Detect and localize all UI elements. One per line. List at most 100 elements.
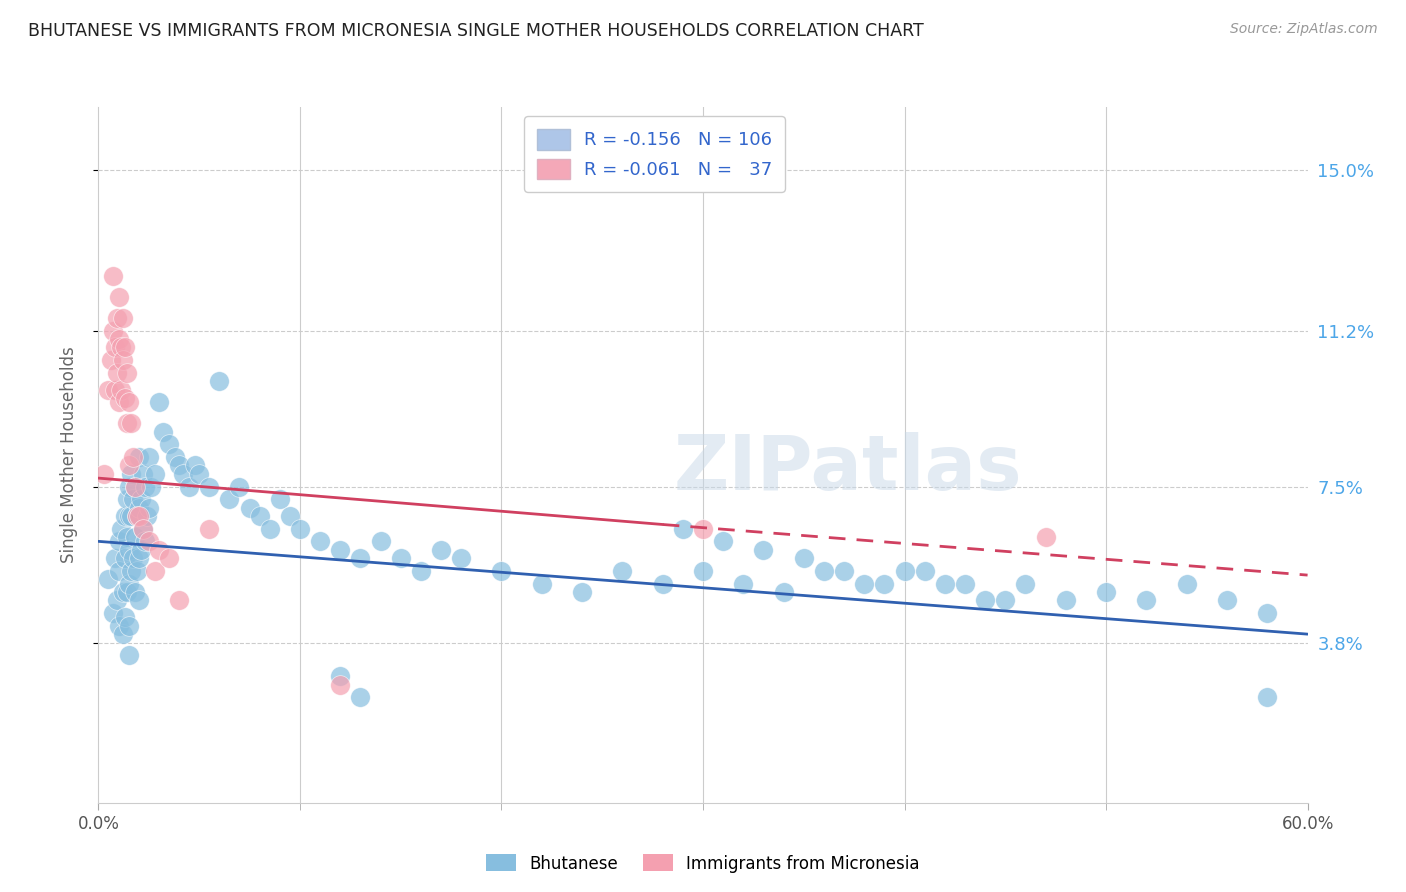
- Point: [124, 530, 146, 544]
- Point: [125, 509, 148, 524]
- Point: [132, 522, 155, 536]
- Point: [692, 522, 714, 536]
- Point: [152, 425, 174, 439]
- Point: [114, 610, 136, 624]
- Point: [172, 467, 194, 481]
- Point: [129, 542, 152, 557]
- Point: [128, 500, 150, 515]
- Point: [329, 542, 352, 557]
- Point: [134, 534, 156, 549]
- Point: [105, 366, 128, 380]
- Point: [138, 500, 160, 515]
- Point: [1216, 593, 1239, 607]
- Point: [128, 551, 150, 566]
- Point: [974, 593, 997, 607]
- Point: [893, 564, 915, 578]
- Point: [111, 585, 134, 599]
- Point: [101, 324, 124, 338]
- Point: [1256, 690, 1278, 705]
- Point: [157, 551, 180, 566]
- Point: [239, 500, 262, 515]
- Point: [832, 564, 855, 578]
- Point: [138, 450, 160, 464]
- Point: [491, 564, 513, 578]
- Point: [107, 332, 129, 346]
- Point: [269, 492, 291, 507]
- Point: [118, 542, 141, 557]
- Point: [349, 551, 371, 566]
- Point: [813, 564, 835, 578]
- Point: [128, 509, 150, 524]
- Point: [1014, 576, 1036, 591]
- Point: [120, 564, 142, 578]
- Point: [114, 391, 136, 405]
- Point: [110, 340, 132, 354]
- Point: [772, 585, 794, 599]
- Point: [97, 383, 120, 397]
- Point: [139, 479, 162, 493]
- Point: [288, 522, 311, 536]
- Point: [389, 551, 412, 566]
- Point: [111, 353, 134, 368]
- Legend: R = -0.156   N = 106, R = -0.061   N =   37: R = -0.156 N = 106, R = -0.061 N = 37: [524, 116, 785, 192]
- Point: [994, 593, 1017, 607]
- Point: [179, 479, 201, 493]
- Point: [120, 417, 142, 431]
- Point: [672, 522, 695, 536]
- Text: Source: ZipAtlas.com: Source: ZipAtlas.com: [1230, 22, 1378, 37]
- Point: [115, 366, 138, 380]
- Point: [349, 690, 371, 705]
- Point: [157, 437, 180, 451]
- Point: [121, 492, 143, 507]
- Point: [111, 310, 134, 325]
- Point: [1035, 530, 1057, 544]
- Point: [148, 542, 170, 557]
- Y-axis label: Single Mother Households: Single Mother Households: [59, 347, 77, 563]
- Point: [853, 576, 876, 591]
- Point: [733, 576, 755, 591]
- Point: [1175, 576, 1198, 591]
- Point: [370, 534, 392, 549]
- Point: [134, 479, 156, 493]
- Point: [118, 395, 141, 409]
- Point: [124, 479, 146, 493]
- Point: [914, 564, 936, 578]
- Point: [218, 492, 240, 507]
- Point: [107, 618, 129, 632]
- Point: [612, 564, 634, 578]
- Point: [115, 417, 138, 431]
- Point: [1054, 593, 1077, 607]
- Point: [167, 593, 190, 607]
- Point: [107, 564, 129, 578]
- Point: [107, 395, 129, 409]
- Point: [132, 522, 155, 536]
- Point: [110, 383, 132, 397]
- Point: [120, 467, 142, 481]
- Point: [571, 585, 593, 599]
- Point: [329, 669, 352, 683]
- Point: [124, 585, 146, 599]
- Point: [118, 648, 141, 663]
- Point: [118, 479, 141, 493]
- Point: [692, 564, 714, 578]
- Legend: Bhutanese, Immigrants from Micronesia: Bhutanese, Immigrants from Micronesia: [479, 847, 927, 880]
- Point: [711, 534, 734, 549]
- Point: [125, 509, 148, 524]
- Point: [188, 467, 211, 481]
- Point: [93, 467, 115, 481]
- Point: [103, 340, 125, 354]
- Text: ZIPatlas: ZIPatlas: [673, 432, 1022, 506]
- Point: [184, 458, 207, 473]
- Point: [120, 509, 142, 524]
- Point: [121, 551, 143, 566]
- Point: [118, 618, 141, 632]
- Point: [115, 585, 138, 599]
- Point: [121, 450, 143, 464]
- Point: [114, 551, 136, 566]
- Point: [128, 450, 150, 464]
- Point: [259, 522, 281, 536]
- Point: [752, 542, 775, 557]
- Point: [118, 576, 141, 591]
- Point: [198, 479, 221, 493]
- Point: [100, 353, 122, 368]
